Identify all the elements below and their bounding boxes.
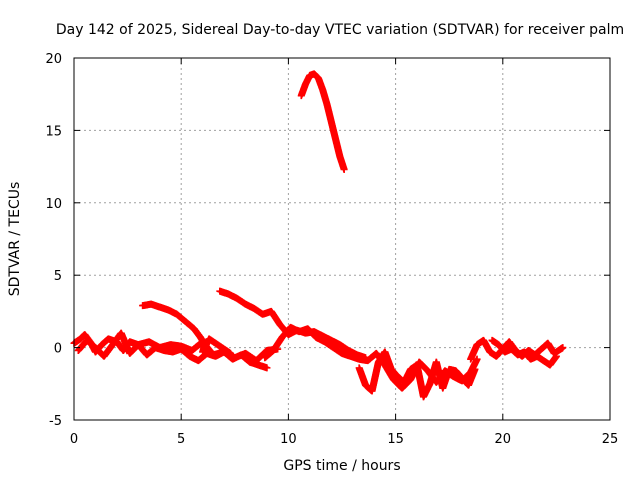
data-point — [471, 365, 479, 373]
series-track-h — [488, 336, 560, 369]
y-tick-label: 15 — [45, 124, 62, 139]
y-tick-label: 5 — [54, 269, 62, 284]
grid-lines — [74, 58, 610, 420]
y-tick-label: -5 — [49, 414, 62, 429]
x-axis-label: GPS time / hours — [283, 458, 400, 474]
data-point — [263, 364, 271, 372]
x-tick-label: 20 — [495, 432, 512, 447]
chart-title: Day 142 of 2025, Sidereal Day-to-day VTE… — [56, 22, 624, 38]
x-tick-label: 25 — [602, 432, 619, 447]
y-tick-labels: -5 0 5 10 15 20 — [45, 52, 62, 429]
series-track-c — [139, 300, 235, 357]
x-tick-label: 15 — [387, 432, 404, 447]
x-tick-label: 10 — [280, 432, 297, 447]
series-track-f — [355, 348, 479, 401]
y-tick-label: 10 — [45, 197, 62, 212]
series-track-a — [70, 331, 271, 372]
plot-frame — [73, 57, 611, 421]
data-point — [473, 355, 481, 363]
data-point — [227, 349, 235, 357]
x-tick-labels: 0 5 10 15 20 25 — [70, 432, 618, 447]
x-tick-label: 5 — [177, 432, 185, 447]
data-point — [340, 165, 348, 173]
y-axis-label: SDTVAR / TECUs — [7, 182, 23, 297]
y-tick-label: 0 — [54, 342, 62, 357]
y-tick-label: 20 — [45, 52, 62, 67]
data-point — [559, 344, 567, 352]
data-points — [70, 70, 567, 401]
series-track-peak — [297, 70, 348, 173]
axis-ticks — [73, 57, 611, 421]
x-tick-label: 0 — [70, 432, 78, 447]
data-point — [552, 352, 560, 360]
